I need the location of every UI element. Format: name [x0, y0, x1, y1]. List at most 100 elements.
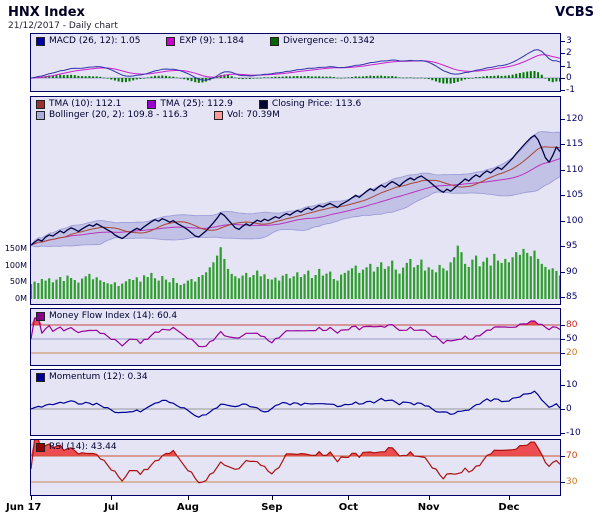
divergence-swatch [269, 36, 279, 46]
exp-legend-item: EXP (9): 1.184 [166, 36, 244, 46]
y-axis-tick-label: 150M [4, 243, 27, 253]
rsi-plot [31, 440, 560, 484]
x-axis-label: Nov [417, 502, 440, 513]
volume-swatch [214, 110, 224, 120]
y-axis-tick-label: 105 [566, 190, 584, 201]
rsi-swatch [36, 442, 45, 452]
closing-price-swatch [258, 99, 268, 109]
y-axis-tick-mark [561, 78, 565, 79]
month-tick-mark [31, 496, 32, 500]
volume-legend-label: Vol: 70.39M [227, 110, 280, 120]
y-axis-tick-label: 3 [566, 36, 572, 47]
mfi-legend: Money Flow Index (14): 60.4 [36, 311, 177, 321]
page-title: HNX Index [8, 5, 85, 20]
y-axis-tick-mark [561, 119, 565, 120]
price-legend-row1: TMA (10): 112.1 TMA (25): 112.9 Closing … [36, 99, 361, 109]
tma10-legend-item: TMA (10): 112.1 [36, 99, 121, 109]
y-axis-tick-mark [561, 353, 565, 354]
macd-plot [31, 49, 560, 84]
y-axis-tick-mark [561, 297, 565, 298]
y-axis-tick-label: 50 [566, 334, 578, 344]
y-axis-tick-mark [561, 53, 565, 55]
volume-legend-item: Vol: 70.39M [214, 110, 280, 120]
x-axis-label: Jun 17 [6, 502, 42, 513]
momentum-swatch [36, 372, 45, 382]
x-axis-label: Aug [176, 502, 199, 513]
mfi-panel: Money Flow Index (14): 60.4 [30, 308, 561, 366]
month-tick-mark [271, 496, 273, 500]
y-axis-tick-mark [561, 144, 565, 146]
divergence-legend-label: Divergence: -0.1342 [282, 36, 375, 46]
y-axis-tick-mark [561, 456, 565, 457]
month-tick-mark [508, 496, 510, 500]
y-axis-tick-mark [561, 90, 565, 92]
y-axis-tick-mark [561, 271, 565, 273]
y-axis-tick-label: 30 [566, 477, 578, 487]
tma25-swatch [147, 99, 157, 109]
rsi-legend: RSI (14): 43.44 [36, 442, 117, 452]
closing-price-legend-item: Closing Price: 113.6 [258, 99, 362, 109]
macd-swatch [36, 36, 45, 46]
bollinger-legend-item: Bollinger (20, 2): 109.8 - 116.3 [36, 110, 188, 120]
y-axis-tick-mark [561, 220, 565, 222]
y-axis-tick-label: 115 [566, 139, 584, 150]
y-axis-tick-mark [561, 195, 565, 197]
y-axis-tick-label: -1 [566, 85, 575, 96]
macd-legend: MACD (26, 12): 1.05 EXP (9): 1.184 Diver… [36, 36, 375, 46]
price-legend-row2: Bollinger (20, 2): 109.8 - 116.3 Vol: 70… [36, 110, 280, 120]
tma10-legend-label: TMA (10): 112.1 [49, 99, 122, 109]
momentum-legend-item: Momentum (12): 0.34 [36, 372, 148, 382]
y-axis-tick-label: 90 [566, 266, 578, 277]
y-axis-tick-label: 110 [566, 164, 584, 175]
y-axis-tick-label: 2 [566, 48, 572, 59]
bollinger-swatch [36, 110, 45, 120]
y-axis-tick-label: 10 [566, 380, 578, 390]
x-axis-label: Jul [104, 502, 119, 513]
mfi-legend-item: Money Flow Index (14): 60.4 [36, 311, 177, 321]
x-axis-label: Dec [498, 502, 520, 513]
y-axis-tick-label: 1 [566, 60, 572, 71]
y-axis-tick-mark [561, 41, 565, 43]
momentum-panel: Momentum (12): 0.34 [30, 369, 561, 436]
y-axis-tick-label: 100 [566, 215, 584, 226]
y-axis-tick-label: 0 [566, 404, 572, 414]
momentum-plot [31, 390, 560, 418]
y-axis-tick-label: 0 [566, 73, 572, 83]
month-tick-mark [111, 496, 113, 500]
tma10-swatch [36, 99, 45, 109]
x-axis-label: Sep [261, 502, 283, 513]
rsi-legend-item: RSI (14): 43.44 [36, 442, 117, 452]
exp-legend-label: EXP (9): 1.184 [179, 36, 244, 46]
rsi-legend-label: RSI (14): 43.44 [49, 442, 117, 452]
y-axis-tick-mark [561, 433, 565, 434]
y-axis-tick-mark [561, 324, 565, 326]
price-plot [31, 131, 560, 300]
chart-subtitle: 21/12/2017 - Daily chart [8, 21, 118, 31]
closing-price-legend-label: Closing Price: 113.6 [271, 99, 362, 109]
price-panel: TMA (10): 112.1 TMA (25): 112.9 Closing … [30, 96, 561, 305]
momentum-legend-label: Momentum (12): 0.34 [49, 372, 148, 382]
y-axis-tick-label: 85 [566, 292, 578, 302]
rsi-panel: RSI (14): 43.44 [30, 439, 561, 496]
mfi-swatch [36, 311, 45, 321]
macd-legend-label: MACD (26, 12): 1.05 [49, 36, 141, 46]
y-axis-tick-label: 20 [566, 348, 578, 358]
divergence-legend-item: Divergence: -0.1342 [269, 36, 375, 46]
tma25-legend-item: TMA (25): 112.9 [147, 99, 233, 109]
y-axis-tick-mark [561, 385, 565, 386]
y-axis-tick-mark [561, 339, 565, 340]
macd-legend-item: MACD (26, 12): 1.05 [36, 36, 140, 46]
y-axis-tick-mark [561, 65, 565, 67]
month-tick-mark [187, 496, 189, 500]
y-axis-tick-label: 70 [566, 451, 578, 461]
momentum-legend: Momentum (12): 0.34 [36, 372, 148, 382]
y-axis-tick-label: 120 [566, 114, 584, 124]
bollinger-legend-label: Bollinger (20, 2): 109.8 - 116.3 [49, 110, 189, 120]
month-tick-mark [348, 496, 350, 500]
y-axis-tick-label: 100M [4, 260, 27, 270]
exp-swatch [166, 36, 176, 46]
y-axis-tick-label: -10 [566, 428, 581, 438]
macd-panel: MACD (26, 12): 1.05 EXP (9): 1.184 Diver… [30, 33, 561, 92]
y-axis-tick-label: 50M [9, 277, 27, 287]
